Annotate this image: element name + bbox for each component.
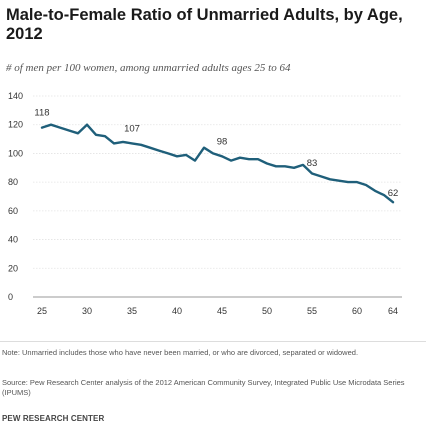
chart-source: Source: Pew Research Center analysis of … — [2, 378, 405, 397]
footer-divider — [0, 341, 426, 342]
data-label: 83 — [307, 158, 318, 169]
chart-subtitle: # of men per 100 women, among unmarried … — [6, 62, 291, 74]
chart-title: Male-to-Female Ratio of Unmarried Adults… — [6, 6, 403, 43]
x-tick-label: 64 — [388, 306, 398, 316]
y-tick-label: 60 — [8, 206, 18, 216]
line-chart: 0 20 40 60 80 100 120 140 25 30 35 40 45 50 55 60 64 118 1… — [8, 91, 402, 316]
x-tick-label: 55 — [307, 306, 317, 316]
y-tick-label: 140 — [8, 91, 23, 101]
data-label: 107 — [124, 123, 140, 134]
data-label: 118 — [34, 108, 49, 119]
chart-note: Note: Unmarried includes those who have … — [2, 348, 359, 357]
x-tick-label: 25 — [37, 306, 47, 316]
y-tick-label: 80 — [8, 177, 18, 187]
series-line — [40, 123, 395, 204]
data-label: 62 — [388, 188, 399, 199]
y-tick-label: 40 — [8, 235, 18, 245]
x-tick-label: 40 — [172, 306, 182, 316]
data-label: 98 — [217, 136, 228, 147]
x-tick-label: 35 — [127, 306, 137, 316]
x-tick-label: 60 — [352, 306, 362, 316]
y-tick-label: 20 — [8, 263, 18, 273]
x-tick-label: 50 — [262, 306, 272, 316]
y-tick-label: 0 — [8, 292, 13, 302]
y-tick-label: 100 — [8, 148, 23, 158]
y-tick-label: 120 — [8, 120, 23, 130]
x-tick-label: 45 — [217, 306, 227, 316]
organization-credit: PEW RESEARCH CENTER — [2, 414, 105, 423]
x-tick-label: 30 — [82, 306, 92, 316]
